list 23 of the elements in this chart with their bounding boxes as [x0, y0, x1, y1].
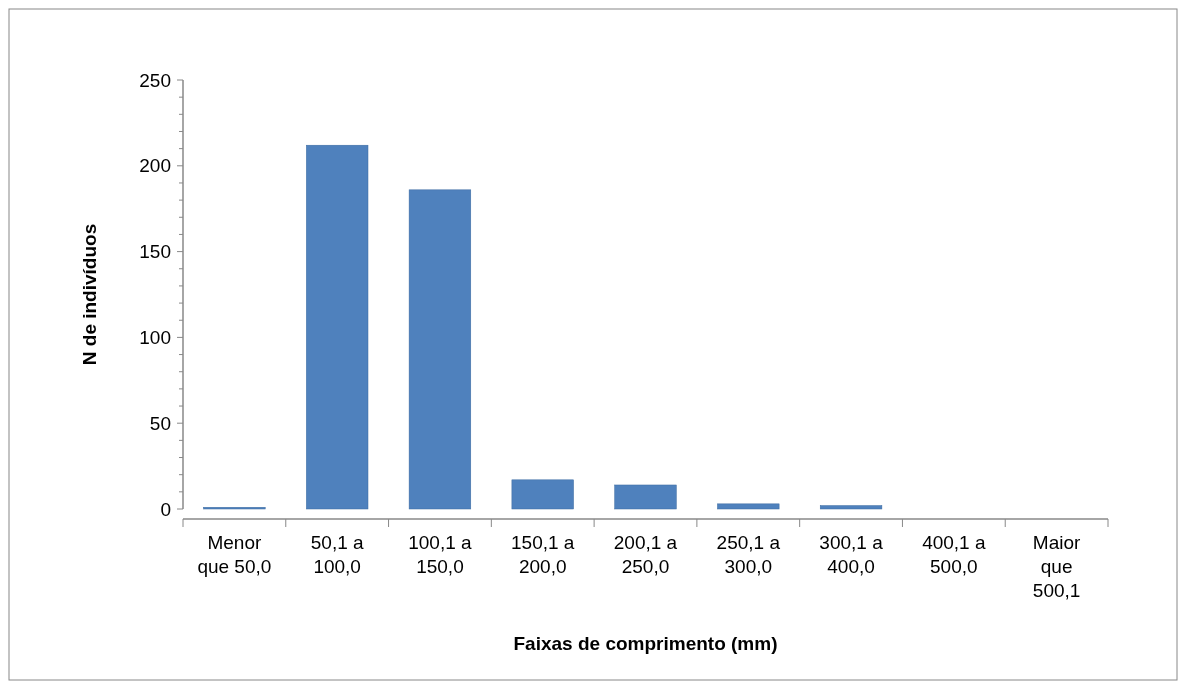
- y-tick-label: 150: [139, 241, 171, 263]
- bar: [819, 505, 883, 510]
- y-tick-label: 200: [139, 155, 171, 177]
- y-axis-title: N de indivíduos: [79, 223, 100, 366]
- y-tick-label: 50: [149, 412, 171, 434]
- bar: [614, 484, 677, 510]
- x-tick-label: 300,1 a 400,0: [819, 532, 884, 577]
- bar: [511, 479, 574, 510]
- x-tick-label: 200,1 a 250,0: [613, 532, 678, 577]
- x-axis-title: Faixas de comprimento (mm): [513, 633, 778, 654]
- x-tick-label: 400,1 a 500,0: [922, 532, 986, 577]
- x-tick-label: 50,1 a 100,0: [310, 532, 365, 577]
- x-tick-label: Maior que 500,1: [1032, 532, 1082, 601]
- y-tick-label: 250: [139, 69, 171, 91]
- bar: [408, 189, 472, 510]
- bar: [717, 503, 780, 510]
- x-tick-label: Menor que 50,0: [197, 532, 272, 577]
- x-tick-label: 150,1 a 200,0: [511, 532, 575, 577]
- bar: [306, 144, 369, 510]
- y-tick-label: 100: [139, 327, 171, 349]
- x-tick-label: 100,1 a 150,0: [408, 532, 473, 577]
- x-tick-label: 250,1 a 300,0: [716, 532, 781, 577]
- y-tick-label: 0: [160, 498, 171, 520]
